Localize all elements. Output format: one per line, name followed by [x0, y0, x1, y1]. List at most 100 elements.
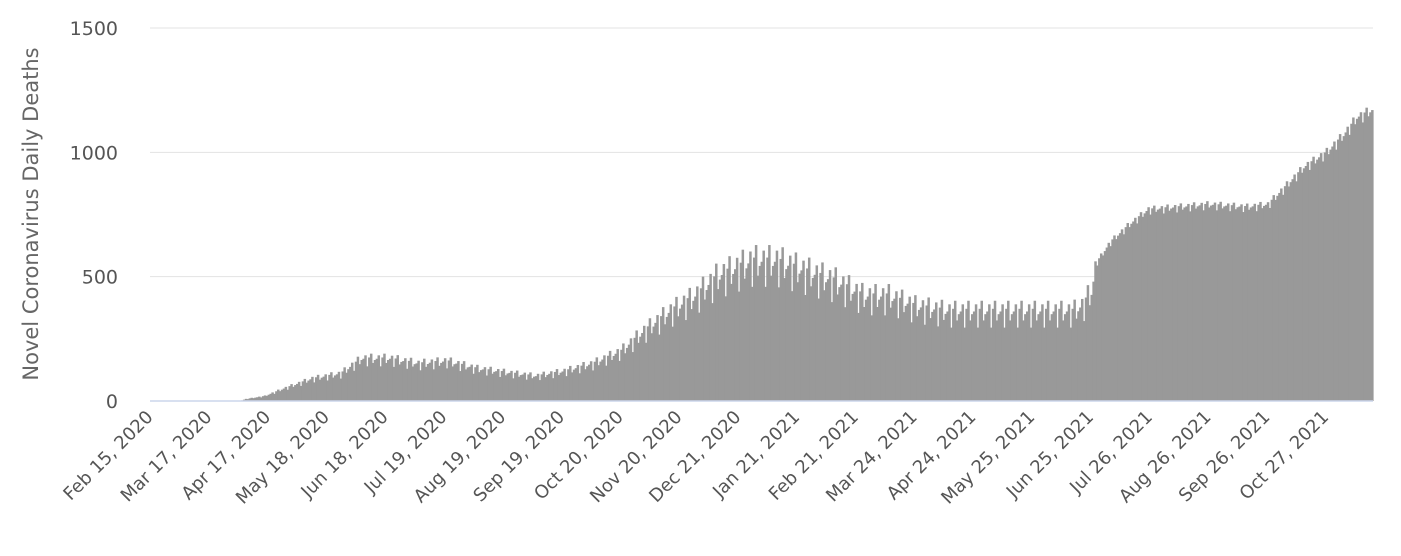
bar — [529, 372, 532, 401]
bar — [1107, 242, 1111, 401]
bar — [891, 301, 894, 401]
bar — [606, 355, 610, 401]
bar — [1164, 207, 1167, 401]
bar — [916, 316, 919, 401]
bar — [1103, 251, 1107, 401]
bar — [1361, 122, 1365, 401]
bar — [1206, 201, 1209, 401]
bar — [1177, 206, 1181, 401]
bar — [1111, 239, 1114, 401]
bar — [986, 311, 989, 401]
bar — [396, 355, 399, 401]
bar — [982, 320, 985, 401]
bar — [392, 366, 396, 401]
bar — [787, 265, 790, 401]
bar — [614, 353, 618, 401]
bar — [608, 350, 612, 401]
bar — [701, 276, 705, 401]
bar — [1048, 320, 1052, 401]
bar — [440, 362, 443, 401]
bar — [923, 324, 927, 401]
bar — [580, 365, 583, 401]
bar — [705, 290, 709, 401]
bar — [842, 276, 845, 401]
bar — [468, 366, 472, 401]
bar — [574, 368, 578, 401]
bar — [1016, 327, 1020, 401]
bar — [540, 374, 544, 401]
bar — [296, 383, 299, 401]
bar — [286, 389, 290, 401]
bar — [1024, 314, 1027, 401]
bar — [582, 362, 585, 401]
bar — [1052, 311, 1056, 401]
bar — [658, 334, 661, 401]
bar — [1297, 172, 1300, 401]
bar — [718, 279, 722, 401]
bar — [479, 370, 483, 401]
bar — [356, 356, 360, 401]
bar — [358, 364, 362, 401]
bar — [1096, 265, 1099, 401]
bar — [921, 300, 925, 401]
bar — [314, 377, 318, 401]
bar — [538, 380, 542, 401]
bar — [703, 299, 707, 401]
bar — [436, 357, 439, 401]
bar — [1124, 227, 1128, 401]
bar — [430, 359, 434, 401]
bar — [1314, 163, 1317, 401]
bar — [1126, 223, 1129, 401]
bar — [906, 303, 910, 401]
bar — [1236, 207, 1239, 401]
bar — [1060, 300, 1063, 401]
bar — [631, 352, 635, 401]
bar — [1367, 116, 1370, 401]
bar — [1263, 205, 1266, 401]
bar — [551, 378, 555, 401]
bar — [423, 358, 426, 401]
bar — [1033, 300, 1037, 401]
bar — [432, 369, 436, 401]
bar — [1319, 153, 1323, 401]
bar — [383, 353, 386, 401]
bar — [642, 325, 646, 401]
bar — [311, 376, 314, 401]
bar — [548, 373, 551, 401]
bar — [601, 359, 604, 401]
bar — [995, 320, 999, 401]
bar — [350, 362, 354, 401]
bar — [760, 261, 764, 401]
bar — [373, 359, 377, 401]
bar — [595, 357, 599, 401]
bar — [544, 377, 547, 401]
bar — [411, 366, 415, 401]
bar — [413, 364, 417, 401]
bar — [650, 333, 654, 401]
bar — [1020, 300, 1023, 401]
bar — [1363, 112, 1367, 401]
bar — [646, 326, 650, 401]
bar — [341, 371, 345, 401]
bar — [375, 358, 379, 401]
bar — [263, 395, 267, 401]
bar — [259, 397, 263, 401]
bar — [629, 338, 633, 401]
bar — [1318, 157, 1321, 401]
bar — [379, 366, 382, 401]
bar — [836, 294, 839, 401]
bar — [1073, 299, 1076, 401]
bar — [1227, 203, 1230, 401]
bar — [309, 379, 312, 401]
bar — [1232, 202, 1236, 401]
bar — [612, 355, 616, 401]
bar — [1170, 208, 1173, 401]
bar — [1173, 205, 1177, 401]
bar — [952, 308, 955, 401]
bar — [1280, 188, 1283, 401]
bar — [1249, 207, 1253, 401]
bar — [707, 284, 710, 401]
bar — [616, 349, 619, 401]
bar — [1325, 147, 1329, 401]
bar — [1270, 199, 1274, 401]
